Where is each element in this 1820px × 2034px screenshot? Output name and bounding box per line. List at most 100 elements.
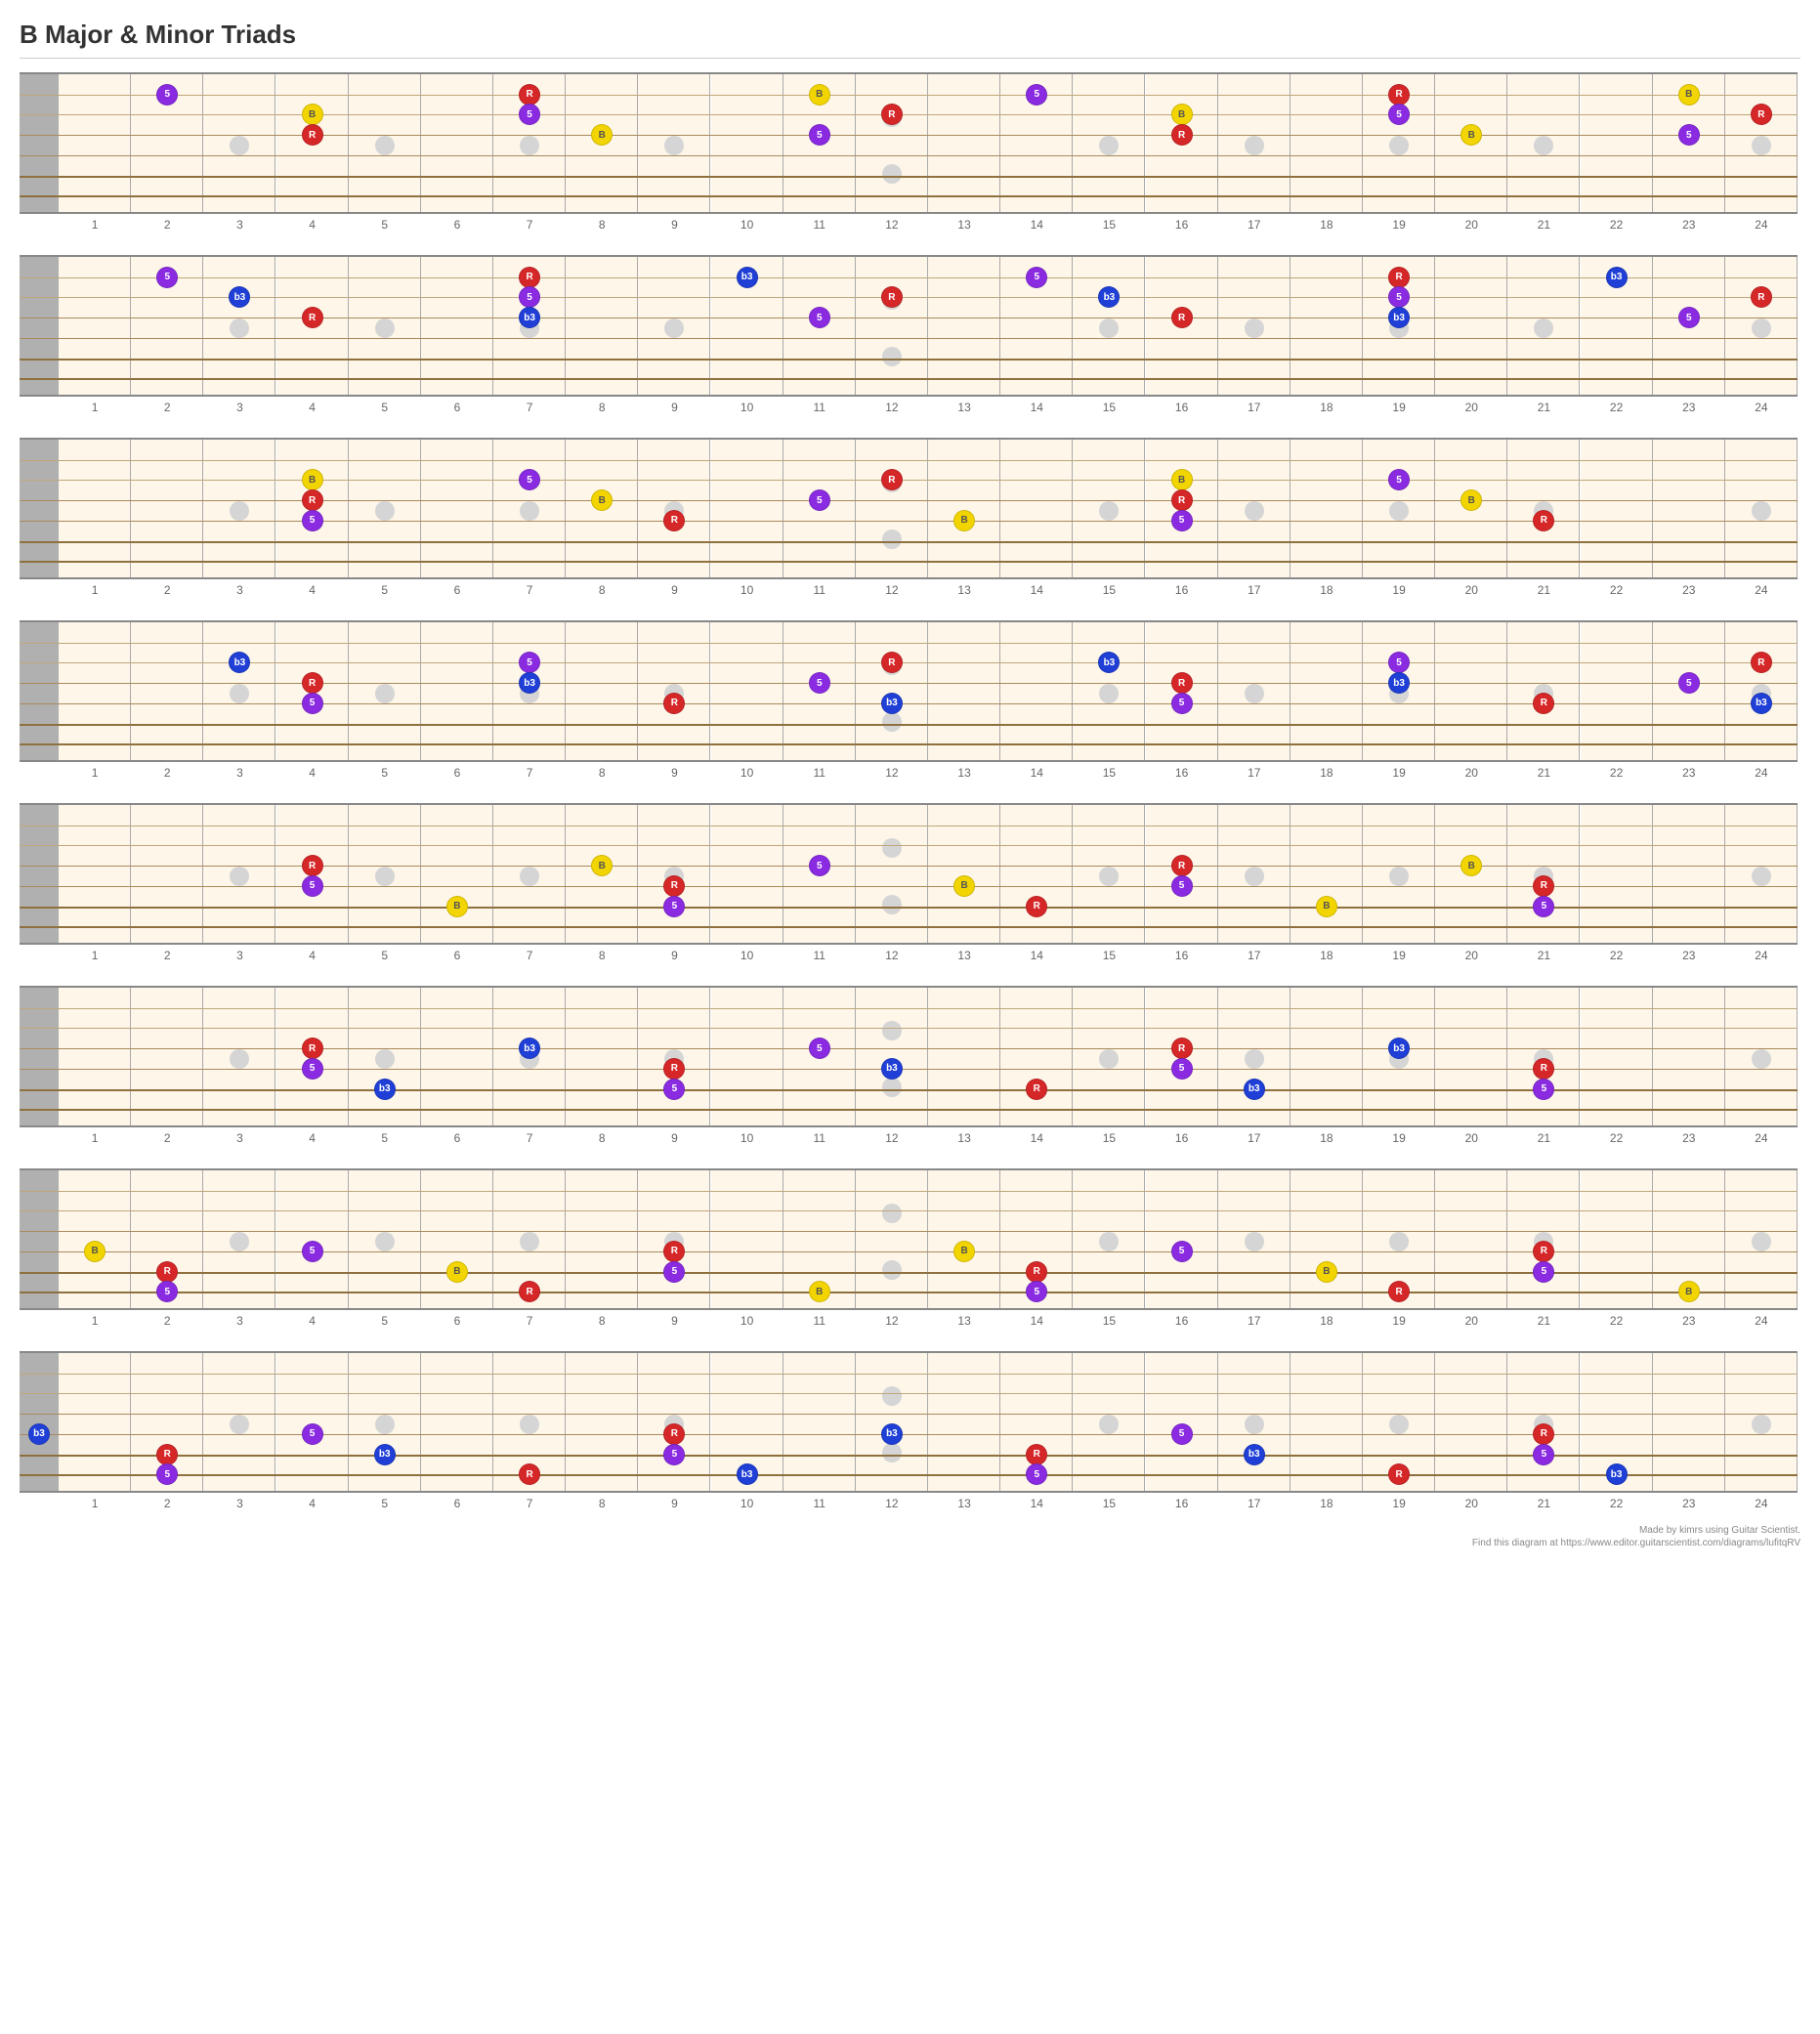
fret-number: 6 [454,1497,461,1510]
footer-credits: Made by kimrs using Guitar Scientist. Fi… [20,1524,1800,1549]
fret-number: 6 [454,1131,461,1145]
fret-number: 13 [957,766,970,780]
note-dot-5: 5 [1533,1444,1554,1465]
fret-number: 14 [1031,583,1043,597]
fret-number: 10 [741,401,753,414]
fret-number: 21 [1538,1314,1550,1328]
fret-number: 16 [1175,1497,1188,1510]
note-dot-b3: b3 [881,693,903,714]
fretboard-diagram: RB5RB5RB5RB5RB51234567891011121314151617… [20,803,1800,966]
string-line [20,1434,1798,1435]
note-dot-R: R [156,1444,178,1465]
inlay-marker [375,1415,395,1434]
fret-number-row: 123456789101112131415161718192021222324 [20,397,1798,418]
note-dot-R: R [302,489,323,511]
string-line [20,1474,1798,1476]
fret-number: 5 [381,1131,388,1145]
string-line [20,866,1798,867]
string-line [20,1231,1798,1232]
fret-number: 7 [527,583,533,597]
note-dot-B: B [809,1281,830,1302]
fret-number: 21 [1538,1497,1550,1510]
note-dot-5: 5 [663,1261,685,1283]
fret-number: 23 [1682,1314,1695,1328]
fret-number: 16 [1175,949,1188,962]
fret-number: 9 [671,949,678,962]
inlay-marker [230,501,249,521]
fretboard-diagram: b35Rb35RRb35Rb355Rb35Rb31234567891011121… [20,1351,1800,1514]
fret-number: 3 [236,1131,243,1145]
fret-number: 24 [1755,1131,1767,1145]
fret-number: 11 [814,949,825,962]
inlay-marker [1245,1232,1264,1251]
fret-number: 4 [309,766,316,780]
string-line [20,643,1798,644]
inlay-marker [1389,1415,1409,1434]
inlay-marker [230,1049,249,1069]
string-line [20,378,1798,380]
note-dot-B: B [1171,469,1193,490]
fret-number: 8 [599,766,606,780]
string-line [20,561,1798,563]
note-dot-5: 5 [302,1241,323,1262]
string-line [20,1414,1798,1415]
fret-number: 16 [1175,1314,1188,1328]
note-dot-5: 5 [1678,672,1700,694]
note-dot-5: 5 [1678,307,1700,328]
string-line [20,338,1798,339]
fret-number: 20 [1465,583,1478,597]
note-dot-5: 5 [302,1423,323,1445]
note-dot-B: B [1316,1261,1337,1283]
fret-number: 20 [1465,1314,1478,1328]
note-dot-R: R [1171,672,1193,694]
note-dot-R: R [302,307,323,328]
note-dot-B: B [809,84,830,106]
fret-number: 10 [741,1131,753,1145]
fret-number: 14 [1031,949,1043,962]
note-dot-b3: b3 [1244,1444,1265,1465]
fret-number: 22 [1610,949,1623,962]
fret-number: 23 [1682,1131,1695,1145]
fret-number: 16 [1175,218,1188,232]
fret-number: 14 [1031,766,1043,780]
note-dot-5: 5 [1533,1261,1554,1283]
fret-number: 13 [957,1131,970,1145]
fret-number: 2 [164,401,171,414]
fret-number: 20 [1465,401,1478,414]
fret-number: 23 [1682,766,1695,780]
fret-number-row: 123456789101112131415161718192021222324 [20,579,1798,601]
fret-number: 19 [1392,1314,1405,1328]
note-dot-R: R [302,672,323,694]
fret-number: 8 [599,218,606,232]
fret-number: 11 [814,583,825,597]
note-dot-B: B [953,510,975,531]
inlay-marker [375,1049,395,1069]
fret-number: 4 [309,583,316,597]
note-dot-R: R [1388,84,1410,106]
note-dot-b3: b3 [737,1463,758,1485]
inlay-marker [1245,1049,1264,1069]
fret-number: 2 [164,583,171,597]
fret-number: 17 [1248,1497,1260,1510]
fret-number: 13 [957,401,970,414]
string-line [20,1008,1798,1009]
fret-number: 12 [885,401,898,414]
string-line [20,662,1798,663]
note-dot-5: 5 [1171,510,1193,531]
fret-number: 23 [1682,218,1695,232]
fret-number-row: 123456789101112131415161718192021222324 [20,1310,1798,1332]
fret-number: 21 [1538,218,1550,232]
string-line [20,1048,1798,1049]
note-dot-b3: b3 [737,267,758,288]
note-dot-b3: b3 [881,1058,903,1080]
fret-number: 11 [814,1314,825,1328]
note-dot-B: B [1171,104,1193,125]
fret-number: 16 [1175,1131,1188,1145]
string-line [20,886,1798,887]
fret-number: 13 [957,1497,970,1510]
inlay-marker [375,684,395,703]
fret-number: 22 [1610,766,1623,780]
fret-number: 1 [92,766,99,780]
inlay-marker [230,1415,249,1434]
footer-line-2: Find this diagram at https://www.editor.… [20,1537,1800,1549]
